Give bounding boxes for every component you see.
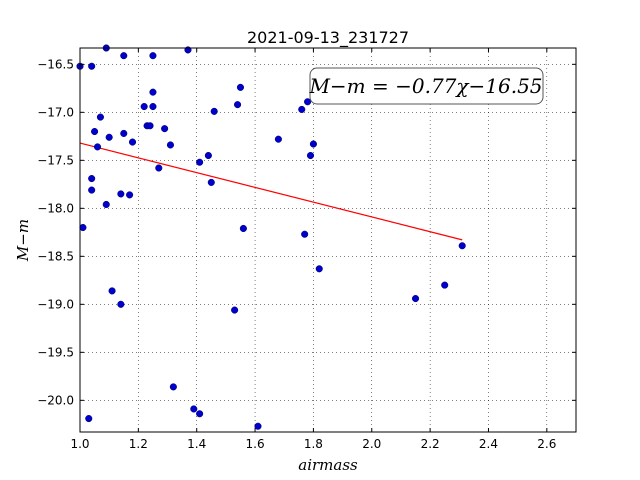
data-point	[441, 281, 449, 289]
chart-title: 2021-09-13_231727	[247, 28, 409, 48]
data-point	[108, 287, 116, 295]
x-tick-label: 1.0	[70, 437, 89, 451]
equation-text: M−m = −0.77χ−16.55	[308, 74, 542, 98]
data-point	[155, 164, 163, 172]
data-point	[169, 383, 177, 391]
data-point	[88, 62, 96, 70]
data-point	[149, 88, 157, 96]
y-tick-label: −19.5	[37, 345, 74, 359]
y-tick-label: −17.0	[37, 105, 74, 119]
x-tick-label: 2.2	[421, 437, 440, 451]
data-point	[146, 122, 154, 130]
data-point	[207, 178, 215, 186]
x-tick-label: 2.6	[537, 437, 556, 451]
data-point	[91, 127, 99, 136]
x-tick-label: 2.4	[479, 437, 498, 451]
y-tick-label: −19.0	[37, 297, 74, 311]
data-point	[93, 143, 102, 151]
data-point	[128, 138, 137, 146]
x-tick-label: 1.4	[187, 437, 206, 451]
data-point	[149, 52, 157, 60]
ticks	[79, 48, 576, 432]
data-point	[190, 405, 198, 413]
data-point	[166, 141, 174, 149]
data-point	[117, 300, 125, 308]
equation-annotation: M−m = −0.77χ−16.55	[308, 67, 544, 105]
data-point	[102, 200, 110, 209]
data-point	[274, 135, 282, 143]
y-tick-label: −20.0	[37, 393, 74, 407]
data-point	[105, 133, 113, 141]
data-point	[301, 230, 309, 238]
plot-area	[80, 48, 576, 432]
y-tick-label: −18.5	[37, 249, 74, 263]
data-point	[298, 105, 306, 113]
data-point	[204, 151, 212, 160]
data-point	[126, 191, 134, 199]
data-point	[411, 295, 420, 303]
data-point	[88, 186, 96, 194]
y-axis-label: M−m	[14, 219, 32, 262]
data-point	[120, 129, 128, 137]
data-point	[315, 265, 323, 273]
data-point	[234, 101, 242, 109]
data-point	[117, 190, 125, 198]
data-point	[196, 158, 204, 166]
plot-frame	[79, 47, 577, 433]
data-point	[309, 140, 317, 148]
y-tick-labels: −16.5 −17.0 −17.5 −18.0 −18.5 −19.0 −19.5 −20.0	[37, 57, 74, 407]
x-tick-label: 2.0	[362, 437, 381, 451]
x-axis-label: airmass	[298, 456, 358, 474]
data-point	[88, 175, 96, 183]
x-tick-label: 1.8	[304, 437, 323, 451]
data-points	[76, 44, 466, 430]
data-point	[254, 422, 262, 430]
grid	[79, 48, 576, 432]
x-tick-labels: 1.0 1.2 1.4 1.6 1.8 2.0 2.2 2.4 2.6	[70, 437, 556, 451]
y-tick-label: −17.5	[37, 153, 74, 167]
x-tick-label: 1.2	[129, 437, 148, 451]
data-point	[196, 410, 204, 418]
equation-box	[309, 67, 544, 105]
data-point	[120, 52, 128, 60]
data-point	[306, 151, 315, 160]
x-tick-label: 1.6	[246, 437, 265, 451]
data-point	[161, 125, 169, 133]
fit-line	[79, 142, 463, 241]
y-tick-label: −16.5	[37, 57, 74, 71]
data-point	[239, 224, 247, 233]
data-point	[231, 306, 239, 314]
data-point	[458, 242, 466, 250]
data-point	[79, 223, 87, 232]
data-point	[96, 113, 104, 121]
data-point	[85, 415, 93, 423]
fit-line-group	[79, 142, 463, 241]
data-point	[304, 98, 312, 106]
data-point	[210, 107, 218, 115]
data-point	[149, 103, 157, 111]
data-point	[236, 83, 245, 91]
y-tick-label: −18.0	[37, 201, 74, 215]
data-point	[140, 103, 148, 111]
